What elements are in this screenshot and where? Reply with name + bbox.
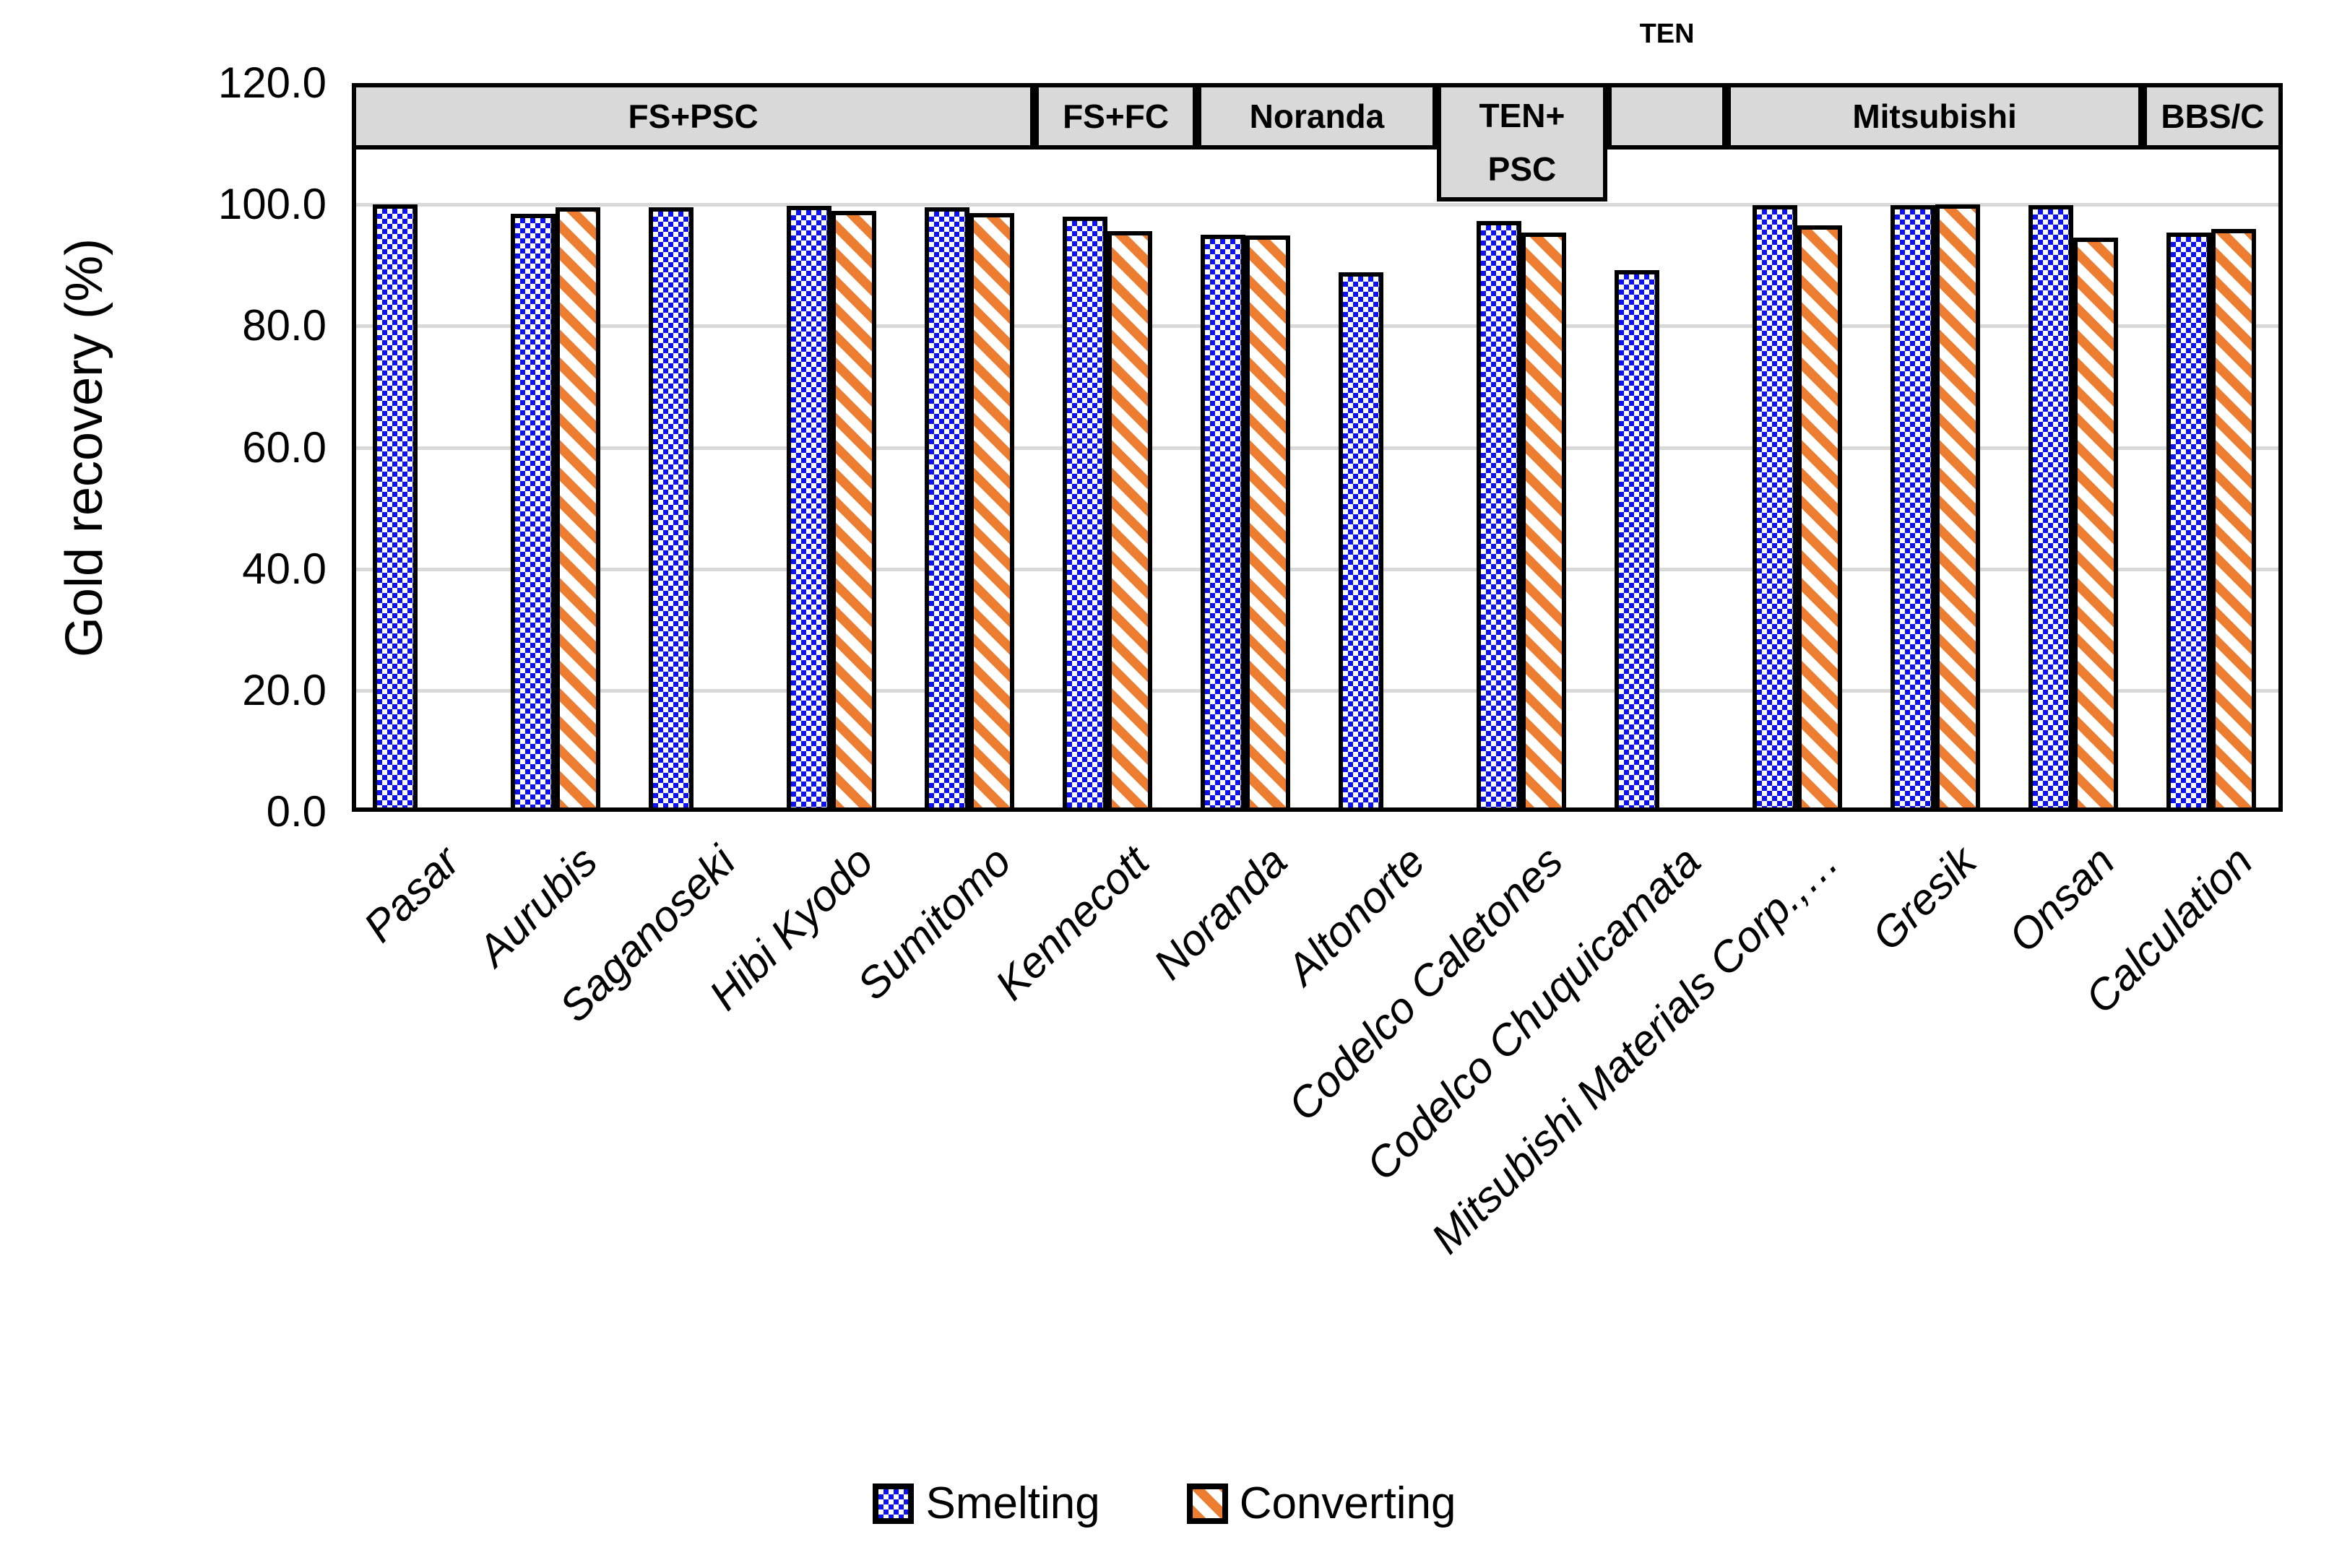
bar-converting-gresik [1935,204,1980,812]
bar-converting-noranda [1245,235,1291,812]
gridline-20 [352,688,2283,693]
gridline-60 [352,446,2283,450]
bar-smelting-kennecott [1063,216,1108,812]
bar-smelting-sumitomo [925,207,970,812]
bar-smelting-pasar [373,204,418,812]
legend-swatch-smelting [873,1483,915,1524]
bar-smelting-mitsubishi-materials-corp- [1752,205,1797,812]
legend-item-converting: Converting [1186,1478,1456,1529]
y-tick-label-60.0: 60.0 [242,423,327,472]
bar-smelting-onsan [2028,205,2073,812]
process-band-label: Mitsubishi [1852,98,2017,135]
legend-item-smelting: Smelting [873,1478,1100,1529]
bar-converting-aurubis [556,207,601,812]
bar-smelting-calculation [2166,232,2211,812]
process-band-bbs-c: BBS/C [2142,83,2283,150]
bar-converting-onsan [2073,238,2118,812]
bar-converting-hibi-kyodo [831,210,877,812]
process-band-fs-psc: FS+PSC [352,83,1035,150]
bar-smelting-noranda [1201,235,1246,812]
legend-label-converting: Converting [1239,1478,1456,1528]
process-band-ten [1607,83,1727,150]
x-category-label-noranda: Noranda [1144,836,1297,989]
bar-smelting-gresik [1890,205,1935,812]
process-band-label: Noranda [1249,98,1385,135]
bar-converting-sumitomo [969,212,1015,812]
x-category-label-pasar: Pasar [354,836,469,951]
bar-converting-kennecott [1107,231,1153,812]
y-tick-label-20.0: 20.0 [242,665,327,714]
bar-smelting-hibi-kyodo [787,205,832,812]
y-tick-label-120.0: 120.0 [217,59,327,107]
bar-converting-calculation [2211,228,2256,812]
x-category-label-aurubis: Aurubis [468,836,607,975]
gridline-40 [352,567,2283,571]
process-band-ten-psc: TEN+ PSC [1436,83,1607,202]
bar-smelting-saganoseki [649,207,694,812]
legend: Smelting Converting [0,1478,2329,1529]
legend-swatch-converting [1186,1483,1228,1524]
y-tick-label-40.0: 40.0 [242,544,327,593]
process-band-label-above-ten: TEN [1639,19,1695,49]
process-band-label: BBS/C [2161,98,2265,135]
y-tick-label-0.0: 0.0 [266,787,327,836]
x-category-label-gresik: Gresik [1862,836,1986,960]
x-category-label-onsan: Onsan [1999,836,2124,962]
y-tick-label-80.0: 80.0 [242,301,327,350]
process-band-fs-fc: FS+FC [1034,83,1197,150]
legend-label-smelting: Smelting [925,1478,1100,1528]
bar-converting-codelco-caletones [1521,232,1566,812]
y-tick-label-100.0: 100.0 [217,180,327,229]
process-band-label: PSC [1487,150,1557,188]
plot-area: FS+PSC FS+FC Noranda TEN+ PSC Mitsubishi BBS/C [352,83,2283,812]
bar-smelting-codelco-caletones [1476,220,1521,812]
bar-smelting-aurubis [511,213,556,812]
process-band-noranda: Noranda [1196,83,1437,150]
bar-smelting-codelco-chuquicamata [1614,269,1659,812]
bar-smelting-altonorte [1338,272,1383,812]
process-band-label: FS+PSC [628,98,759,135]
process-band-label: TEN+ [1479,97,1565,134]
process-band-mitsubishi: Mitsubishi [1727,83,2143,150]
gridline-100 [352,203,2283,207]
bar-converting-mitsubishi-materials-corp- [1797,225,1842,812]
gridline-80 [352,324,2283,329]
process-band-label: FS+FC [1063,98,1170,135]
